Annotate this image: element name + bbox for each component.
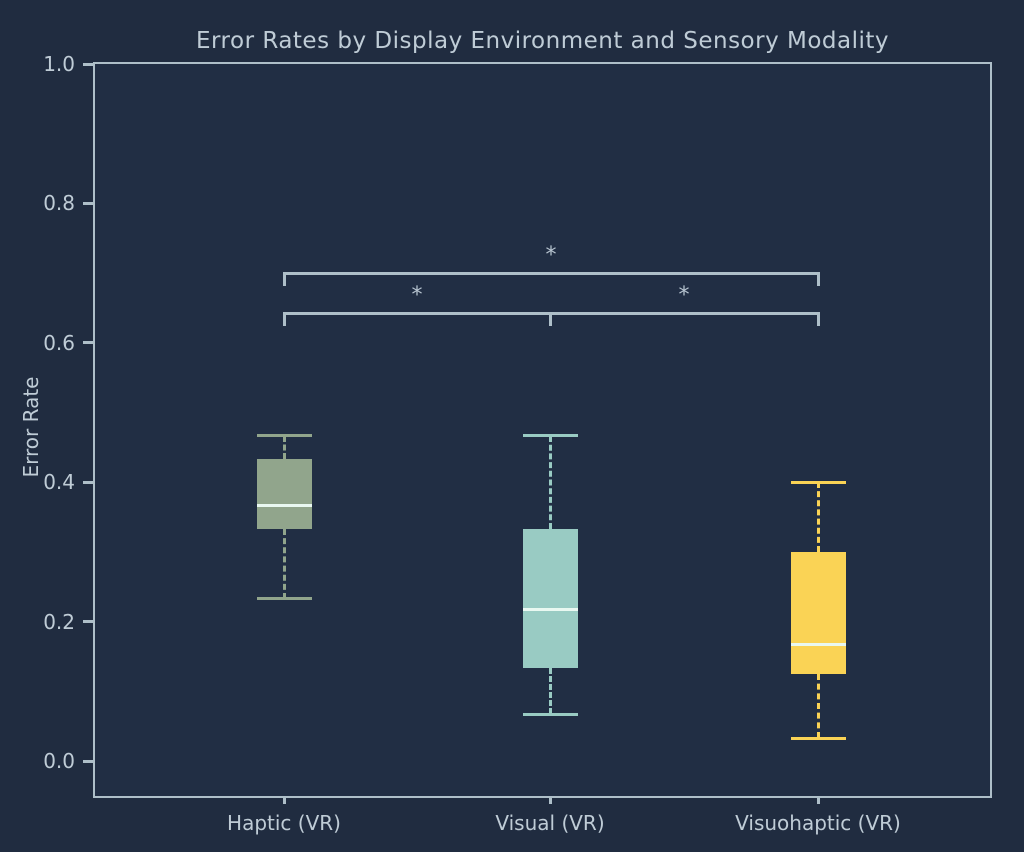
lower-whisker-cap (256, 597, 312, 601)
y-tick-label: 0.0 (43, 749, 75, 774)
y-tick-mark (83, 620, 93, 624)
significance-bracket (548, 312, 820, 326)
y-tick-label: 0.6 (43, 330, 75, 355)
y-tick-label: 1.0 (43, 52, 75, 76)
significance-asterisk: * (411, 283, 423, 308)
box-3 (790, 552, 846, 674)
box-1 (256, 459, 312, 529)
y-tick-mark (83, 480, 93, 484)
x-tick-label: Haptic (VR) (227, 811, 341, 835)
median-line (790, 643, 846, 647)
x-tick-label: Visual (VR) (495, 811, 605, 835)
lower-whisker-cap (522, 712, 578, 716)
box-2 (522, 528, 578, 669)
y-tick-label: 0.8 (43, 191, 75, 216)
median-line (256, 503, 312, 507)
y-tick-label: 0.2 (43, 609, 75, 634)
y-tick-mark (83, 201, 93, 205)
lower-whisker (548, 668, 552, 715)
plot-area: 0.0 0.2 0.4 0.6 0.8 1.0 Haptic (VR) Visual (VR)… (43, 52, 992, 835)
significance-asterisk: * (678, 283, 690, 308)
lower-whisker (282, 528, 286, 599)
upper-whisker (282, 435, 286, 460)
y-tick-label: 0.4 (43, 470, 75, 495)
significance-bracket (282, 272, 820, 286)
upper-whisker-cap (256, 434, 312, 438)
y-tick-mark (83, 62, 93, 66)
upper-whisker (548, 435, 552, 529)
y-tick-mark (83, 341, 93, 345)
significance-asterisk: * (545, 243, 557, 268)
x-tick-mark (816, 796, 820, 804)
y-axis-label: Error Rate (19, 376, 43, 478)
lower-whisker (816, 674, 820, 739)
chart-title: Error Rates by Display Environment and S… (195, 28, 890, 54)
median-line (522, 608, 578, 612)
upper-whisker-cap (790, 480, 846, 484)
x-tick-mark (548, 796, 552, 804)
lower-whisker-cap (790, 736, 846, 740)
upper-whisker-cap (522, 434, 578, 438)
upper-whisker (816, 482, 820, 552)
x-tick-mark (282, 796, 286, 804)
x-tick-label: Visuohaptic (VR) (735, 811, 901, 835)
significance-bracket (282, 312, 552, 326)
y-tick-mark (83, 759, 93, 763)
